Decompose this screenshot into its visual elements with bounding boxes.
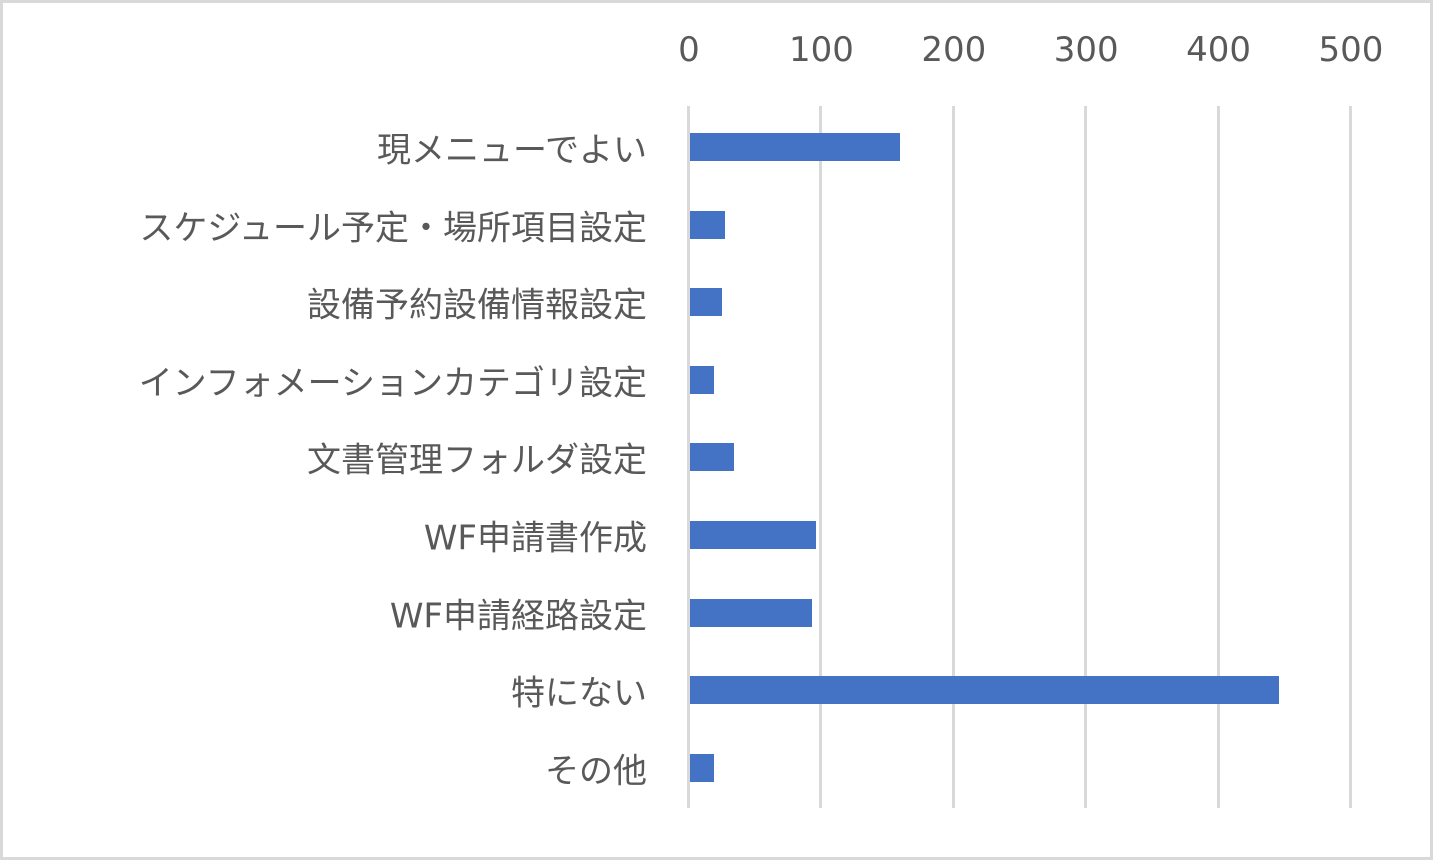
- x-tick-label: 300: [1053, 30, 1119, 70]
- bar: [690, 443, 735, 472]
- category-label: 現メニューでよい: [377, 130, 647, 171]
- category-label: その他: [545, 751, 647, 792]
- bar: [690, 676, 1279, 705]
- category-label: 特にない: [511, 673, 647, 714]
- gridline: [1084, 106, 1088, 808]
- bar: [690, 210, 726, 239]
- category-label: 設備予約設備情報設定: [307, 285, 647, 326]
- category-label: インフォメーションカテゴリ設定: [138, 363, 647, 404]
- bar: [690, 598, 813, 627]
- x-tick-label: 500: [1318, 30, 1384, 70]
- gridline: [819, 106, 823, 808]
- x-tick-label: 400: [1186, 30, 1252, 70]
- category-label: WF申請経路設定: [389, 596, 647, 637]
- x-tick-label: 200: [921, 30, 987, 70]
- category-label: WF申請書作成: [423, 518, 647, 559]
- gridline: [1216, 106, 1220, 808]
- category-label: スケジュール予定・場所項目設定: [139, 208, 647, 249]
- gridline: [1349, 106, 1352, 808]
- bar: [690, 521, 817, 549]
- gridline: [687, 106, 690, 808]
- bar: [690, 288, 723, 317]
- x-tick-label: 0: [678, 30, 700, 70]
- category-label: 文書管理フォルダ設定: [307, 440, 647, 481]
- bar: [690, 365, 715, 394]
- gridline: [951, 106, 955, 808]
- bar: [690, 133, 900, 161]
- bar: [690, 753, 715, 782]
- x-tick-label: 100: [788, 30, 854, 70]
